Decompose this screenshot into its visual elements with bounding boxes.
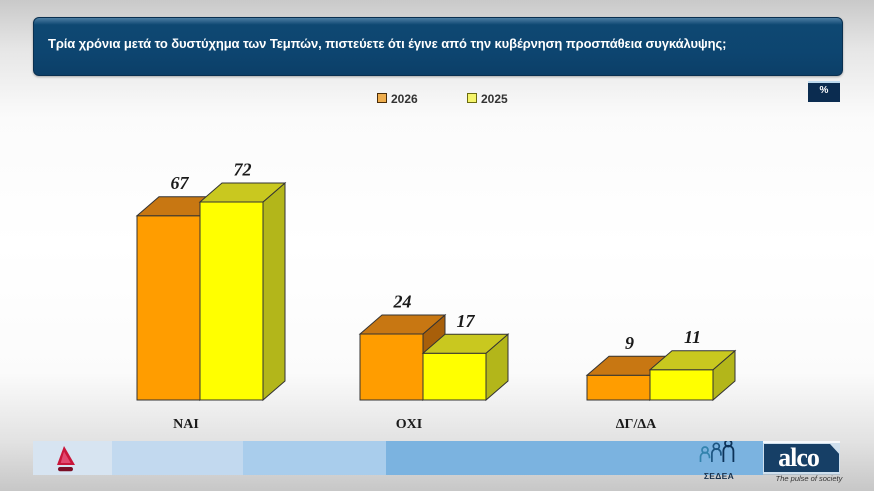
- svg-text:11: 11: [684, 327, 701, 347]
- svg-text:ΝΑΙ: ΝΑΙ: [173, 417, 199, 432]
- svg-text:ΔΓ/ΔΑ: ΔΓ/ΔΑ: [616, 417, 657, 432]
- svg-text:72: 72: [234, 160, 252, 180]
- svg-text:67: 67: [171, 173, 190, 193]
- svg-text:24: 24: [393, 292, 412, 312]
- svg-text:ΟΧΙ: ΟΧΙ: [396, 417, 422, 432]
- svg-text:17: 17: [457, 311, 476, 331]
- svg-text:9: 9: [625, 333, 634, 353]
